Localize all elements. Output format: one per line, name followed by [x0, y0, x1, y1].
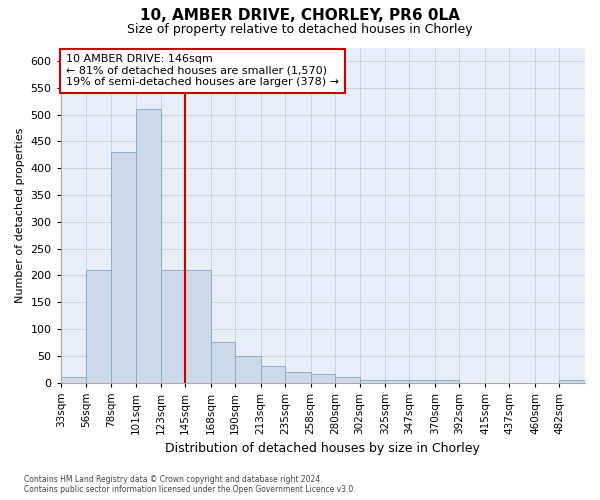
Bar — [211, 342, 235, 382]
Bar — [311, 374, 335, 382]
Bar — [185, 270, 211, 382]
Text: 10 AMBER DRIVE: 146sqm
← 81% of detached houses are smaller (1,570)
19% of semi-: 10 AMBER DRIVE: 146sqm ← 81% of detached… — [66, 54, 339, 88]
Bar — [435, 380, 460, 382]
Text: 10, AMBER DRIVE, CHORLEY, PR6 0LA: 10, AMBER DRIVE, CHORLEY, PR6 0LA — [140, 8, 460, 22]
Bar — [559, 380, 585, 382]
Bar — [136, 109, 161, 382]
Bar — [385, 380, 409, 382]
Bar — [86, 270, 110, 382]
Text: Contains HM Land Registry data © Crown copyright and database right 2024.
Contai: Contains HM Land Registry data © Crown c… — [24, 474, 356, 494]
Bar — [359, 380, 385, 382]
Y-axis label: Number of detached properties: Number of detached properties — [15, 128, 25, 302]
Bar — [260, 366, 285, 382]
Bar — [161, 270, 185, 382]
Bar — [409, 380, 435, 382]
Bar — [235, 356, 260, 382]
Bar — [61, 377, 86, 382]
Bar — [110, 152, 136, 382]
Bar — [335, 377, 359, 382]
Bar — [285, 372, 311, 382]
X-axis label: Distribution of detached houses by size in Chorley: Distribution of detached houses by size … — [166, 442, 480, 455]
Text: Size of property relative to detached houses in Chorley: Size of property relative to detached ho… — [127, 22, 473, 36]
